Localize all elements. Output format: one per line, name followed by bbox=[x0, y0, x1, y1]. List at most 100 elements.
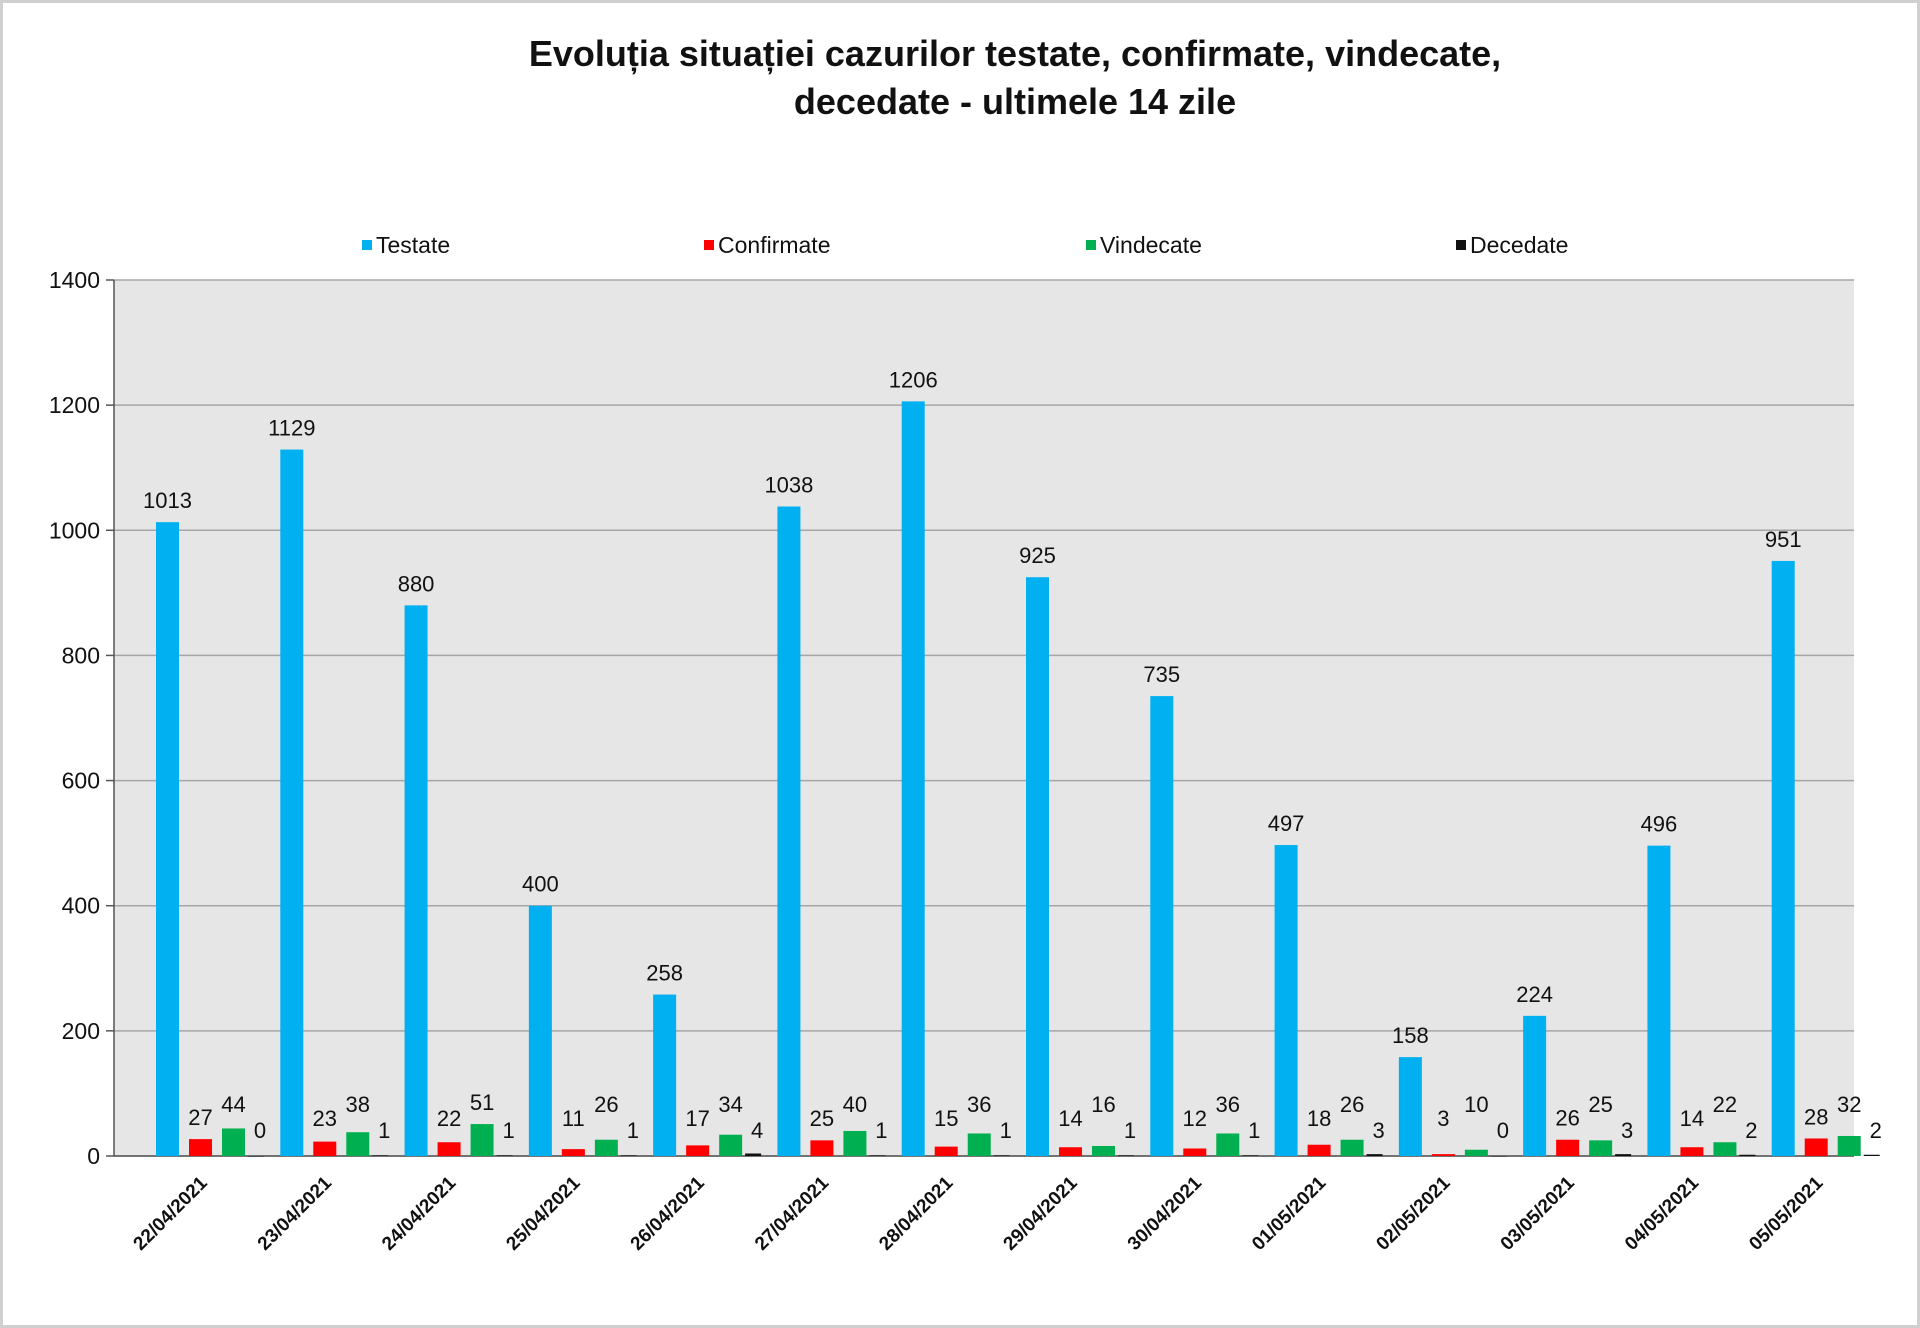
legend-swatch bbox=[1086, 240, 1096, 250]
data-label: 880 bbox=[398, 571, 435, 596]
data-label: 26 bbox=[1555, 1106, 1579, 1131]
bar-testate bbox=[280, 449, 304, 1156]
bar-vindecate bbox=[346, 1132, 370, 1156]
x-tick-label: 30/04/2021 bbox=[1124, 1172, 1206, 1254]
legend-label: Vindecate bbox=[1100, 232, 1202, 258]
bar-testate bbox=[901, 401, 925, 1157]
data-label: 3 bbox=[1372, 1118, 1384, 1143]
bar-confirmate bbox=[1307, 1144, 1331, 1156]
y-axis-ticks: 0 200 400 600 800 1000 1200 1400 bbox=[49, 267, 114, 1169]
bar-vindecate bbox=[594, 1139, 618, 1156]
data-label: 1 bbox=[1000, 1118, 1012, 1143]
bar-decedate bbox=[248, 1156, 264, 1157]
bar-testate bbox=[1647, 845, 1671, 1156]
data-label: 25 bbox=[810, 1106, 834, 1131]
data-label: 14 bbox=[1680, 1106, 1704, 1131]
data-label: 496 bbox=[1641, 812, 1678, 837]
x-axis-ticks: 22/04/2021 23/04/2021 24/04/2021 25/04/2021… bbox=[130, 1172, 1828, 1254]
data-label: 34 bbox=[718, 1092, 742, 1117]
data-label: 258 bbox=[646, 961, 683, 986]
data-label: 1 bbox=[378, 1118, 390, 1143]
bar-decedate bbox=[496, 1155, 513, 1156]
x-tick-label: 25/04/2021 bbox=[502, 1172, 584, 1254]
data-label: 2 bbox=[1745, 1118, 1757, 1143]
bar-decedate bbox=[993, 1155, 1010, 1156]
bar-decedate bbox=[1615, 1154, 1632, 1156]
data-label: 10 bbox=[1464, 1092, 1488, 1117]
bar-vindecate bbox=[1837, 1135, 1861, 1156]
legend-label: Decedate bbox=[1470, 232, 1568, 258]
data-label: 1206 bbox=[889, 367, 938, 392]
x-tick-label: 04/05/2021 bbox=[1621, 1172, 1703, 1254]
bar-vindecate bbox=[719, 1134, 743, 1156]
chart-title-line-2: decedate - ultimele 14 zile bbox=[793, 81, 1237, 122]
data-label: 158 bbox=[1392, 1023, 1429, 1048]
x-tick-label: 02/05/2021 bbox=[1372, 1172, 1454, 1254]
plot-area bbox=[114, 280, 1854, 1156]
bar-decedate bbox=[620, 1155, 637, 1156]
x-tick-label: 29/04/2021 bbox=[1000, 1172, 1082, 1254]
data-label: 38 bbox=[346, 1092, 370, 1117]
bar-decedate bbox=[1490, 1156, 1507, 1157]
y-tick-label: 1000 bbox=[49, 517, 100, 543]
y-tick-label: 600 bbox=[62, 768, 100, 794]
bar-confirmate bbox=[1556, 1139, 1580, 1156]
data-label: 224 bbox=[1516, 982, 1553, 1007]
legend: Testate Confirmate Vindecate Decedate bbox=[362, 232, 1568, 258]
data-label: 1 bbox=[627, 1118, 639, 1143]
data-label: 1129 bbox=[268, 416, 315, 441]
bar-confirmate bbox=[810, 1140, 834, 1156]
data-label: 0 bbox=[1497, 1118, 1509, 1143]
bar-testate bbox=[1026, 577, 1049, 1156]
data-label: 735 bbox=[1143, 662, 1180, 687]
data-label: 14 bbox=[1058, 1106, 1082, 1131]
bar-decedate bbox=[1863, 1154, 1880, 1156]
bar-vindecate bbox=[1092, 1145, 1115, 1156]
data-label: 0 bbox=[254, 1118, 266, 1143]
data-label: 22 bbox=[437, 1106, 461, 1131]
data-label: 26 bbox=[1340, 1092, 1364, 1117]
data-label: 44 bbox=[221, 1092, 245, 1117]
x-tick-label: 26/04/2021 bbox=[627, 1172, 709, 1254]
bar-testate bbox=[1150, 696, 1174, 1156]
bar-decedate bbox=[869, 1155, 886, 1156]
data-label: 27 bbox=[188, 1105, 212, 1130]
data-label: 2 bbox=[1870, 1118, 1882, 1143]
data-label: 497 bbox=[1268, 811, 1305, 836]
bar-confirmate bbox=[189, 1139, 212, 1156]
data-label: 40 bbox=[843, 1092, 867, 1117]
bar-vindecate bbox=[1713, 1142, 1737, 1156]
bar-testate bbox=[1771, 560, 1795, 1156]
x-tick-label: 22/04/2021 bbox=[130, 1172, 212, 1254]
data-label: 3 bbox=[1621, 1118, 1633, 1143]
bar-testate bbox=[1523, 1015, 1547, 1156]
y-tick-label: 1200 bbox=[49, 392, 100, 418]
chart-title-line-1: Evoluția situației cazurilor testate, co… bbox=[528, 33, 1502, 74]
chart-title: Evoluția situației cazurilor testate, co… bbox=[0, 30, 1920, 126]
data-label: 16 bbox=[1091, 1092, 1115, 1117]
legend-swatch bbox=[704, 240, 714, 250]
data-label: 1013 bbox=[143, 488, 192, 513]
bar-vindecate bbox=[470, 1124, 494, 1156]
bar-confirmate bbox=[1680, 1147, 1704, 1156]
data-label: 1 bbox=[875, 1118, 887, 1143]
bar-decedate bbox=[1366, 1154, 1383, 1156]
legend-label: Confirmate bbox=[718, 232, 830, 258]
x-tick-label: 28/04/2021 bbox=[875, 1172, 957, 1254]
bars bbox=[156, 401, 1880, 1157]
data-label: 18 bbox=[1307, 1106, 1331, 1131]
bar-vindecate bbox=[1464, 1149, 1488, 1156]
bar-confirmate bbox=[561, 1149, 585, 1156]
data-label: 23 bbox=[313, 1106, 337, 1131]
data-label: 1 bbox=[1124, 1118, 1136, 1143]
legend-swatch bbox=[362, 240, 372, 250]
x-tick-label: 23/04/2021 bbox=[254, 1172, 336, 1254]
bar-confirmate bbox=[1183, 1148, 1207, 1156]
data-label: 26 bbox=[594, 1092, 618, 1117]
bar-testate bbox=[156, 522, 179, 1156]
bar-testate bbox=[1398, 1057, 1422, 1156]
bar-decedate bbox=[1118, 1155, 1134, 1156]
bar-decedate bbox=[372, 1155, 389, 1156]
data-label: 15 bbox=[934, 1106, 958, 1131]
